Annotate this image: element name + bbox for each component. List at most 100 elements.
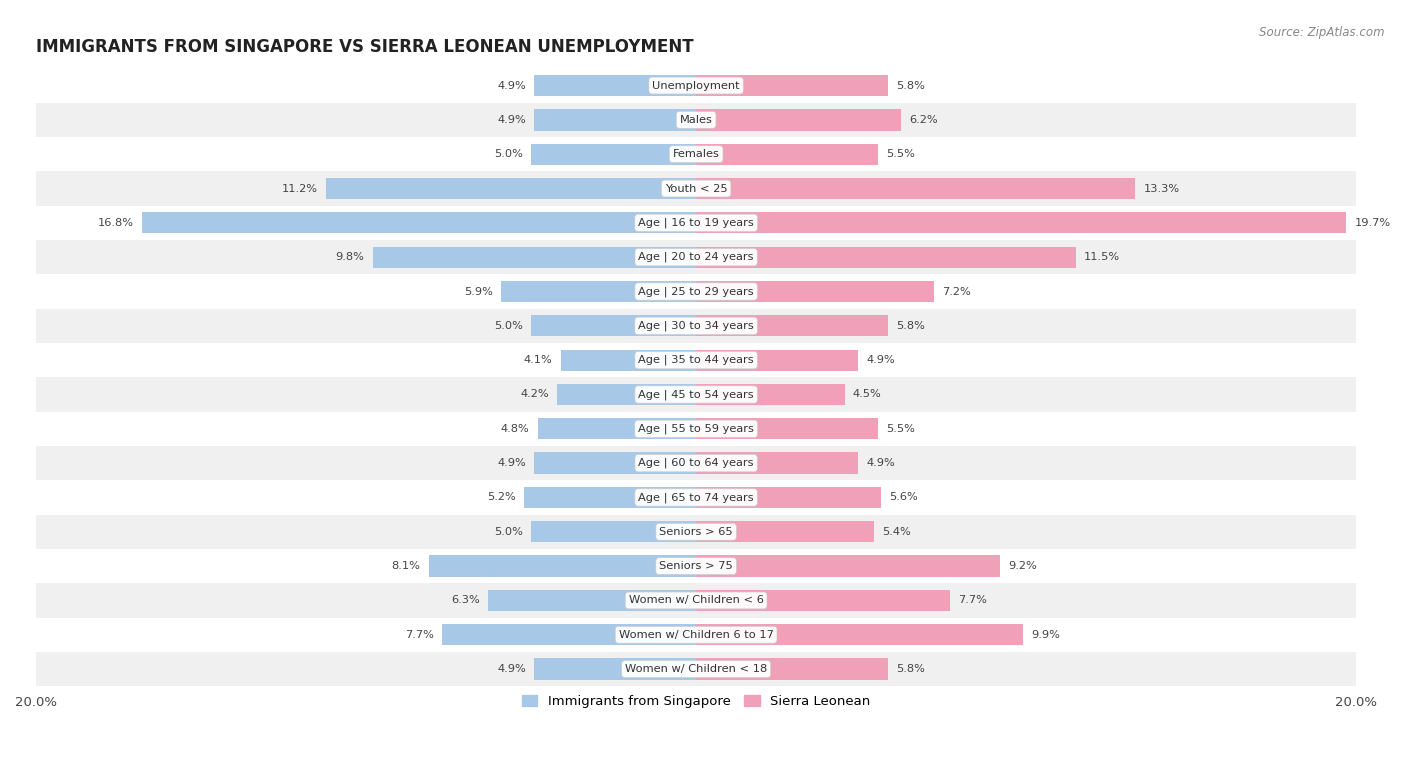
- Text: 9.8%: 9.8%: [336, 252, 364, 262]
- Bar: [326, 178, 696, 199]
- Bar: [488, 590, 696, 611]
- Text: 4.8%: 4.8%: [501, 424, 530, 434]
- Bar: [696, 453, 858, 474]
- Text: 11.2%: 11.2%: [283, 183, 318, 194]
- Text: Women w/ Children 6 to 17: Women w/ Children 6 to 17: [619, 630, 773, 640]
- Bar: [531, 144, 696, 165]
- Text: 8.1%: 8.1%: [392, 561, 420, 571]
- Bar: [37, 480, 1357, 515]
- Text: Age | 16 to 19 years: Age | 16 to 19 years: [638, 217, 754, 228]
- Bar: [37, 584, 1357, 618]
- Text: 7.7%: 7.7%: [959, 596, 987, 606]
- Bar: [534, 75, 696, 96]
- Text: Age | 55 to 59 years: Age | 55 to 59 years: [638, 424, 754, 434]
- Bar: [537, 418, 696, 440]
- Text: 5.0%: 5.0%: [494, 149, 523, 159]
- Bar: [37, 309, 1357, 343]
- Bar: [37, 240, 1357, 274]
- Text: 4.9%: 4.9%: [866, 458, 894, 468]
- Text: 5.5%: 5.5%: [886, 149, 915, 159]
- Bar: [37, 412, 1357, 446]
- Text: 7.2%: 7.2%: [942, 286, 970, 297]
- Bar: [534, 109, 696, 130]
- Text: Age | 25 to 29 years: Age | 25 to 29 years: [638, 286, 754, 297]
- Bar: [531, 315, 696, 336]
- Text: Youth < 25: Youth < 25: [665, 183, 727, 194]
- Legend: Immigrants from Singapore, Sierra Leonean: Immigrants from Singapore, Sierra Leonea…: [516, 690, 876, 714]
- Text: 9.2%: 9.2%: [1008, 561, 1036, 571]
- Bar: [37, 274, 1357, 309]
- Bar: [534, 453, 696, 474]
- Bar: [37, 206, 1357, 240]
- Text: 4.1%: 4.1%: [524, 355, 553, 365]
- Bar: [696, 350, 858, 371]
- Bar: [37, 446, 1357, 480]
- Bar: [696, 624, 1024, 646]
- Text: 5.8%: 5.8%: [896, 80, 925, 91]
- Bar: [696, 178, 1135, 199]
- Text: 4.9%: 4.9%: [498, 458, 526, 468]
- Text: Age | 20 to 24 years: Age | 20 to 24 years: [638, 252, 754, 263]
- Bar: [429, 556, 696, 577]
- Bar: [37, 377, 1357, 412]
- Text: Males: Males: [679, 115, 713, 125]
- Bar: [696, 384, 845, 405]
- Bar: [37, 343, 1357, 377]
- Text: Age | 30 to 34 years: Age | 30 to 34 years: [638, 320, 754, 331]
- Bar: [531, 521, 696, 543]
- Bar: [37, 171, 1357, 206]
- Bar: [37, 68, 1357, 103]
- Text: 6.3%: 6.3%: [451, 596, 479, 606]
- Bar: [696, 247, 1076, 268]
- Text: 4.9%: 4.9%: [498, 80, 526, 91]
- Bar: [696, 659, 887, 680]
- Bar: [37, 618, 1357, 652]
- Bar: [696, 281, 934, 302]
- Text: Seniors > 65: Seniors > 65: [659, 527, 733, 537]
- Text: 5.8%: 5.8%: [896, 321, 925, 331]
- Bar: [373, 247, 696, 268]
- Bar: [696, 144, 877, 165]
- Text: IMMIGRANTS FROM SINGAPORE VS SIERRA LEONEAN UNEMPLOYMENT: IMMIGRANTS FROM SINGAPORE VS SIERRA LEON…: [37, 38, 693, 56]
- Text: Unemployment: Unemployment: [652, 80, 740, 91]
- Text: 4.5%: 4.5%: [853, 390, 882, 400]
- Bar: [37, 549, 1357, 584]
- Bar: [37, 103, 1357, 137]
- Bar: [37, 652, 1357, 687]
- Bar: [696, 109, 901, 130]
- Bar: [696, 590, 950, 611]
- Bar: [696, 315, 887, 336]
- Text: 9.9%: 9.9%: [1031, 630, 1060, 640]
- Text: 5.9%: 5.9%: [464, 286, 494, 297]
- Text: Women w/ Children < 18: Women w/ Children < 18: [626, 664, 768, 674]
- Text: 4.9%: 4.9%: [866, 355, 894, 365]
- Bar: [561, 350, 696, 371]
- Bar: [534, 659, 696, 680]
- Bar: [441, 624, 696, 646]
- Bar: [696, 418, 877, 440]
- Bar: [696, 75, 887, 96]
- Text: Age | 45 to 54 years: Age | 45 to 54 years: [638, 389, 754, 400]
- Text: 5.6%: 5.6%: [889, 493, 918, 503]
- Text: Seniors > 75: Seniors > 75: [659, 561, 733, 571]
- Text: 16.8%: 16.8%: [97, 218, 134, 228]
- Text: Age | 35 to 44 years: Age | 35 to 44 years: [638, 355, 754, 366]
- Bar: [142, 212, 696, 233]
- Text: 19.7%: 19.7%: [1354, 218, 1391, 228]
- Text: 5.2%: 5.2%: [488, 493, 516, 503]
- Text: 5.0%: 5.0%: [494, 527, 523, 537]
- Bar: [37, 137, 1357, 171]
- Text: Source: ZipAtlas.com: Source: ZipAtlas.com: [1260, 26, 1385, 39]
- Text: 7.7%: 7.7%: [405, 630, 433, 640]
- Bar: [524, 487, 696, 508]
- Bar: [37, 515, 1357, 549]
- Text: 13.3%: 13.3%: [1143, 183, 1180, 194]
- Text: Women w/ Children < 6: Women w/ Children < 6: [628, 596, 763, 606]
- Text: Age | 60 to 64 years: Age | 60 to 64 years: [638, 458, 754, 469]
- Text: 4.9%: 4.9%: [498, 115, 526, 125]
- Text: Age | 65 to 74 years: Age | 65 to 74 years: [638, 492, 754, 503]
- Bar: [502, 281, 696, 302]
- Bar: [696, 487, 882, 508]
- Bar: [696, 212, 1347, 233]
- Text: 5.8%: 5.8%: [896, 664, 925, 674]
